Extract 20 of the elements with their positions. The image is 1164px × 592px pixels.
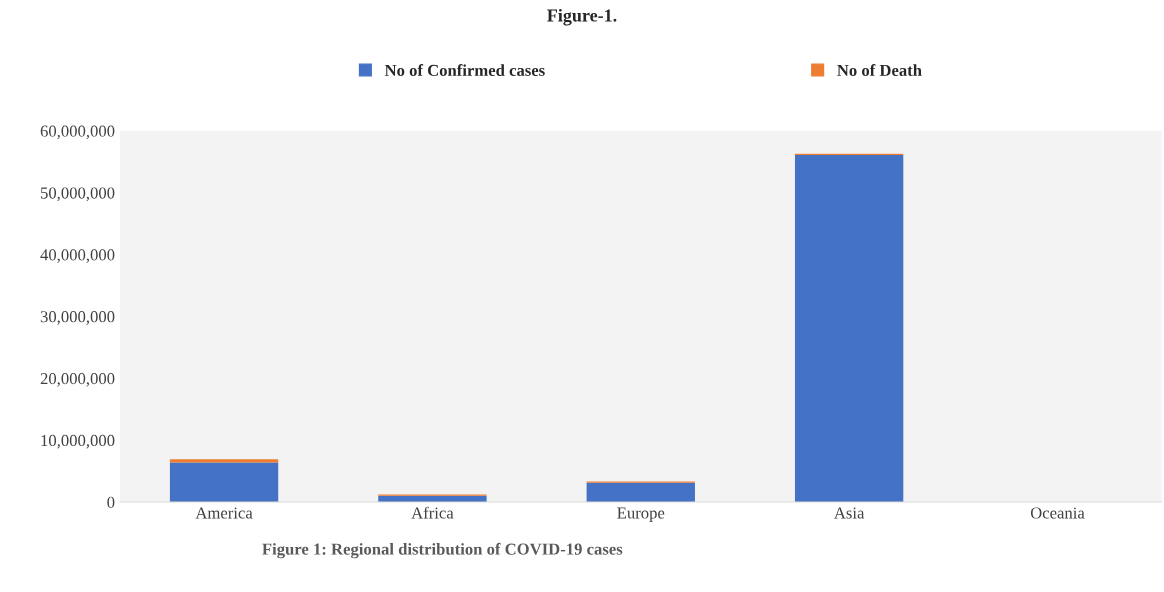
caption: Figure 1: Regional distribution of COVID-19 cases <box>262 542 623 559</box>
x-tick-label: Oceania <box>1030 507 1085 519</box>
bar <box>169 462 279 503</box>
x-tick-label: America <box>195 507 253 519</box>
x-tick-label: Asia <box>834 507 865 519</box>
bar <box>794 154 904 503</box>
y-tick-label: 40,000,000 <box>40 249 115 263</box>
bar <box>586 482 695 503</box>
chart-title: Figure-1. <box>547 8 617 26</box>
y-tick-label: 10,000,000 <box>41 434 115 449</box>
y-tick-label: 50,000,000 <box>41 187 115 202</box>
y-tick-label: 20,000,000 <box>40 372 115 387</box>
y-tick-label: 30,000,000 <box>40 311 115 325</box>
bar <box>169 459 279 463</box>
y-tick-label: 60,000,000 <box>40 125 115 140</box>
legend-label: No of Death <box>837 64 922 76</box>
x-tick-label: Europe <box>617 507 665 522</box>
y-tick-label: 0 <box>107 496 115 508</box>
legend-label: No of Confirmed cases <box>384 64 545 76</box>
x-tick-label: Africa <box>411 506 454 519</box>
